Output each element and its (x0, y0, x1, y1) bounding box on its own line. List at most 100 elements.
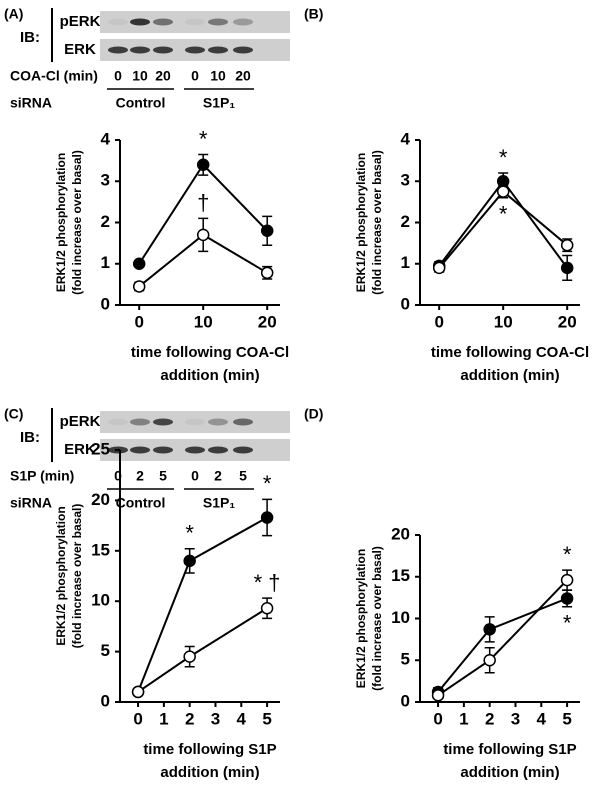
y-axis-label: (fold increase over basal) (370, 546, 384, 691)
blot-time: 0 (114, 468, 122, 484)
y-axis-label: ERK1/2 phosphorylation (354, 549, 368, 688)
annotation: * (563, 542, 572, 567)
x-axis-label: time following COA-Cl (431, 344, 589, 361)
series-line (437, 579, 568, 697)
blot-band (108, 418, 128, 426)
blot-band (233, 18, 253, 26)
series-line (137, 516, 268, 693)
y-tick-label: 15 (391, 566, 410, 585)
blot-ib: IB: (20, 29, 40, 46)
blot-group: Control (116, 95, 166, 111)
blot-group: S1P₁ (203, 95, 235, 111)
y-axis-label: ERK1/2 phosphorylation (54, 153, 68, 292)
y-tick-label: 10 (91, 591, 110, 610)
panel-label: (C) (4, 406, 23, 422)
y-tick-label: 1 (101, 253, 110, 272)
x-tick-label: 2 (185, 709, 194, 728)
x-axis-label: addition (min) (160, 764, 259, 781)
blot-time: 20 (235, 68, 251, 84)
blot-time: 2 (214, 468, 222, 484)
blot-band (185, 18, 205, 26)
y-axis-label: (fold increase over basal) (70, 504, 84, 649)
x-axis-label: time following S1P (443, 741, 576, 758)
blot-band (185, 446, 205, 454)
annotation: * (185, 521, 194, 546)
data-point (132, 280, 146, 293)
blot-time-label: COA-Cl (min) (10, 68, 98, 84)
blot-time: 2 (136, 468, 144, 484)
data-point (496, 185, 510, 198)
blot-band (130, 46, 150, 54)
data-point (132, 257, 146, 270)
x-tick-label: 10 (494, 312, 513, 331)
blot-row-label: pERK (60, 13, 101, 30)
annotation: * † (254, 570, 281, 595)
data-point (196, 158, 210, 171)
blot-strip (100, 11, 290, 33)
data-point (196, 228, 210, 242)
x-tick-label: 0 (134, 312, 143, 331)
blot-row-label: ERK (64, 41, 96, 58)
blot-band (108, 18, 128, 26)
blot-band (153, 18, 173, 26)
y-tick-label: 10 (391, 608, 410, 627)
blot-band (208, 418, 228, 426)
blot-band (208, 446, 228, 454)
x-tick-label: 3 (211, 709, 220, 728)
annotation: * (563, 611, 572, 636)
x-axis-label: addition (min) (460, 367, 559, 384)
y-tick-label: 4 (101, 129, 111, 148)
data-point (560, 573, 574, 587)
series-line (137, 607, 268, 693)
x-tick-label: 0 (434, 312, 443, 331)
blot-band (130, 446, 150, 454)
blot-band (108, 46, 128, 54)
blot-strip (100, 411, 290, 433)
x-tick-label: 3 (511, 709, 520, 728)
y-tick-label: 5 (401, 650, 410, 669)
annotation: * (499, 202, 508, 227)
blot-time: 5 (159, 468, 167, 484)
x-tick-label: 5 (562, 709, 571, 728)
panel-label: (D) (304, 406, 323, 422)
y-tick-label: 5 (101, 641, 110, 660)
blot-band (208, 46, 228, 54)
x-tick-label: 10 (194, 312, 213, 331)
blot-band (153, 418, 173, 426)
blot-group: S1P₁ (203, 495, 235, 511)
data-point (260, 224, 274, 237)
blot-row-label: pERK (60, 413, 101, 430)
blot-time: 10 (210, 68, 226, 84)
x-axis-label: addition (min) (160, 367, 259, 384)
y-tick-label: 20 (91, 490, 110, 509)
x-tick-label: 1 (159, 709, 168, 728)
y-tick-label: 0 (401, 294, 410, 313)
y-tick-label: 2 (401, 212, 410, 231)
annotation: * (199, 126, 208, 151)
blot-time: 10 (132, 68, 148, 84)
y-tick-label: 4 (401, 129, 411, 148)
blot-band (153, 46, 173, 54)
x-tick-label: 4 (237, 709, 247, 728)
blot-band (185, 46, 205, 54)
y-tick-label: 0 (101, 294, 110, 313)
blot-band (130, 418, 150, 426)
blot-time: 0 (114, 68, 122, 84)
blot-band (185, 418, 205, 426)
blot-band (208, 18, 228, 26)
blot-sirna-label: siRNA (10, 495, 52, 511)
data-point (260, 602, 274, 615)
panel-label: (A) (4, 6, 23, 22)
y-tick-label: 2 (101, 212, 110, 231)
blot-band (233, 46, 253, 54)
data-point (560, 592, 574, 605)
data-point (432, 261, 446, 275)
blot-ib: IB: (20, 429, 40, 446)
x-axis-label: time following COA-Cl (131, 344, 289, 361)
x-tick-label: 0 (133, 709, 142, 728)
x-tick-label: 0 (433, 709, 442, 728)
data-point (183, 554, 196, 568)
blot-time: 20 (155, 68, 171, 84)
data-point (560, 238, 574, 252)
